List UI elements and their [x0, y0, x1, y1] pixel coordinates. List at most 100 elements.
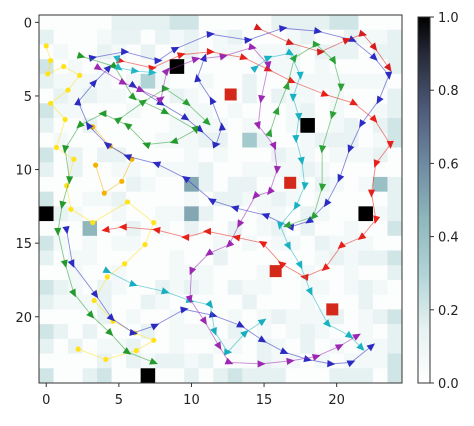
heatmap-cell [97, 162, 112, 178]
trajectory-marker [240, 329, 249, 338]
heatmap-cell [68, 353, 83, 369]
heatmap-cell [358, 147, 374, 163]
heatmap-cell [97, 29, 112, 45]
heatmap-cell [372, 29, 388, 45]
heatmap-cell [184, 44, 200, 60]
heatmap-cell [140, 44, 156, 60]
trajectory [93, 43, 361, 368]
heatmap-cell [329, 279, 345, 296]
trajectory-marker [101, 225, 110, 233]
heatmap-cell [198, 103, 214, 119]
heatmap-cell [184, 338, 200, 354]
trajectory-point [103, 356, 109, 363]
trajectory-marker [199, 53, 207, 63]
heatmap-cell [140, 103, 156, 119]
heatmap-cell [126, 265, 142, 281]
trajectory-marker [202, 227, 211, 235]
heatmap-cell [53, 162, 69, 178]
heatmap-cell [387, 206, 403, 222]
trajectory-marker [102, 266, 112, 274]
heatmap-cell [213, 265, 229, 281]
heatmap-cell [68, 294, 83, 310]
heatmap-cell [387, 324, 403, 340]
trajectories [43, 23, 394, 368]
heatmap-cell [126, 368, 142, 384]
trajectory-marker [279, 25, 288, 33]
heatmap-cell [184, 206, 200, 222]
x-tick-label: 20 [328, 393, 345, 408]
heatmap-cell [213, 353, 229, 369]
trajectory-marker [264, 60, 272, 70]
heatmap-cell [39, 235, 54, 251]
heatmap-cell [285, 294, 301, 310]
heatmap-cell [213, 15, 229, 31]
heatmap-cell [358, 235, 374, 251]
trajectory-marker [128, 92, 137, 101]
heatmap-cell [111, 250, 127, 266]
heatmap-cell [155, 309, 171, 325]
heatmap-cell [155, 147, 171, 163]
trajectory-marker [267, 186, 275, 196]
heatmap-cell [198, 265, 214, 281]
heatmap-cell [68, 235, 83, 251]
heatmap-cell [68, 309, 83, 325]
heatmap-cell [387, 353, 403, 369]
heatmap-cell [111, 29, 127, 45]
trajectory-point [151, 219, 157, 226]
heatmap-cell [285, 309, 301, 325]
heatmap-cell [82, 235, 98, 251]
heatmap-cell [184, 15, 200, 31]
heatmap-cell [242, 162, 258, 178]
heatmap-cell [39, 147, 54, 163]
heatmap-cell [82, 147, 98, 163]
heatmap-cell [97, 324, 112, 340]
trajectory-marker [136, 85, 145, 93]
trajectory-marker [337, 173, 345, 183]
heatmap-cell [184, 73, 200, 89]
heatmap-cell [372, 324, 388, 340]
trajectory [54, 51, 199, 365]
trajectory-marker [337, 241, 347, 250]
heatmap-cell [39, 309, 54, 325]
heatmap-cell [358, 73, 374, 89]
heatmap-cell [169, 294, 185, 310]
heatmap-cell [169, 176, 185, 193]
heatmap-cell [155, 294, 171, 310]
heatmap-cell [198, 279, 214, 296]
heatmap-cell [271, 206, 287, 222]
heatmap-cell [169, 191, 185, 207]
heatmap-cell [372, 235, 388, 251]
heatmap-cell [329, 206, 345, 222]
heatmap-cell [271, 59, 287, 75]
heatmap-cell [271, 309, 287, 325]
trajectory-marker [257, 335, 267, 343]
heatmap-cell [372, 279, 388, 296]
trajectory-marker [93, 63, 103, 71]
heatmap-cell [242, 338, 258, 354]
trajectory-marker [376, 95, 384, 105]
trajectory-marker [303, 355, 312, 363]
heatmap-cell [126, 44, 142, 60]
trajectory-marker [269, 141, 277, 151]
trajectory-marker [219, 53, 228, 61]
red-squares [224, 88, 339, 316]
trajectory-point [93, 162, 99, 168]
heatmap-cell [314, 103, 330, 119]
heatmap-cell [155, 44, 171, 60]
heatmap-cell [285, 338, 301, 354]
heatmap-cell [343, 73, 359, 89]
heatmap-cell [126, 191, 142, 207]
trajectory-marker [181, 175, 191, 184]
trajectory-point [91, 297, 97, 304]
heatmap-cell [242, 103, 258, 119]
heatmap-cell [213, 221, 229, 237]
colorbar-ticks: 0.0 0.2 0.4 0.6 0.8 1.0 [430, 11, 459, 392]
heatmap-cell [213, 88, 229, 104]
trajectory-marker [386, 140, 394, 150]
heatmap-cell [343, 44, 359, 60]
heatmap-cell [387, 265, 403, 281]
trajectory-marker [123, 154, 133, 161]
heatmap-cell [343, 368, 359, 384]
heatmap-cell [227, 206, 243, 222]
heatmap-cell [329, 59, 345, 75]
